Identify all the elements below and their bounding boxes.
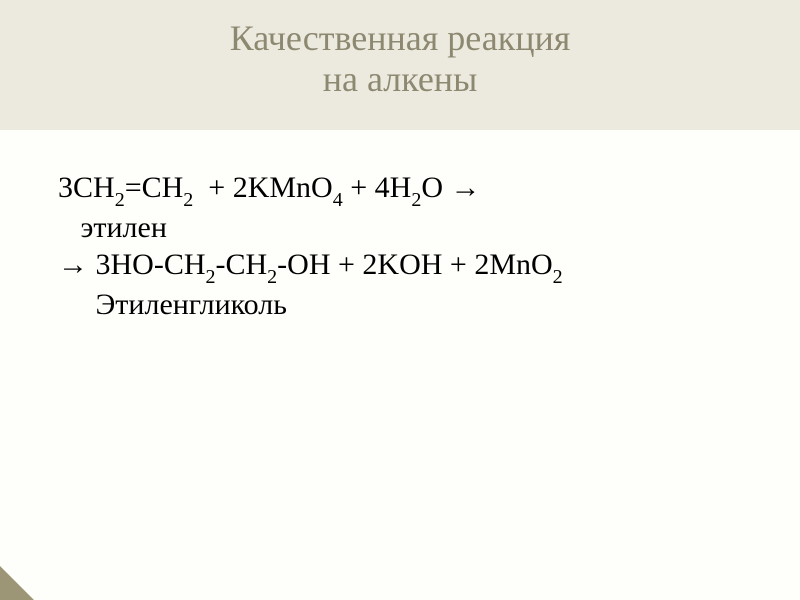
slide: Качественная реакция на алкены 3CH2=CH2 … <box>0 0 800 600</box>
title-line-1: Качественная реакция <box>0 18 800 59</box>
equation-line-1: 3CH2=CH2 + 2KMnO4 + 4H2O → <box>58 170 760 210</box>
reactant-label: этилен <box>58 210 760 247</box>
body-area: 3CH2=CH2 + 2KMnO4 + 4H2O → этилен → 3HO-… <box>58 170 760 354</box>
title-line-2: на алкены <box>0 59 800 100</box>
equation-block: 3CH2=CH2 + 2KMnO4 + 4H2O → этилен → 3HO-… <box>58 170 760 324</box>
product-label: Этиленгликоль <box>58 287 760 324</box>
title-band: Качественная реакция на алкены <box>0 0 800 130</box>
corner-fold-icon <box>0 566 34 600</box>
equation-line-2: → 3HO-CH2-CH2-OH + 2KOH + 2MnO2 <box>58 247 760 287</box>
